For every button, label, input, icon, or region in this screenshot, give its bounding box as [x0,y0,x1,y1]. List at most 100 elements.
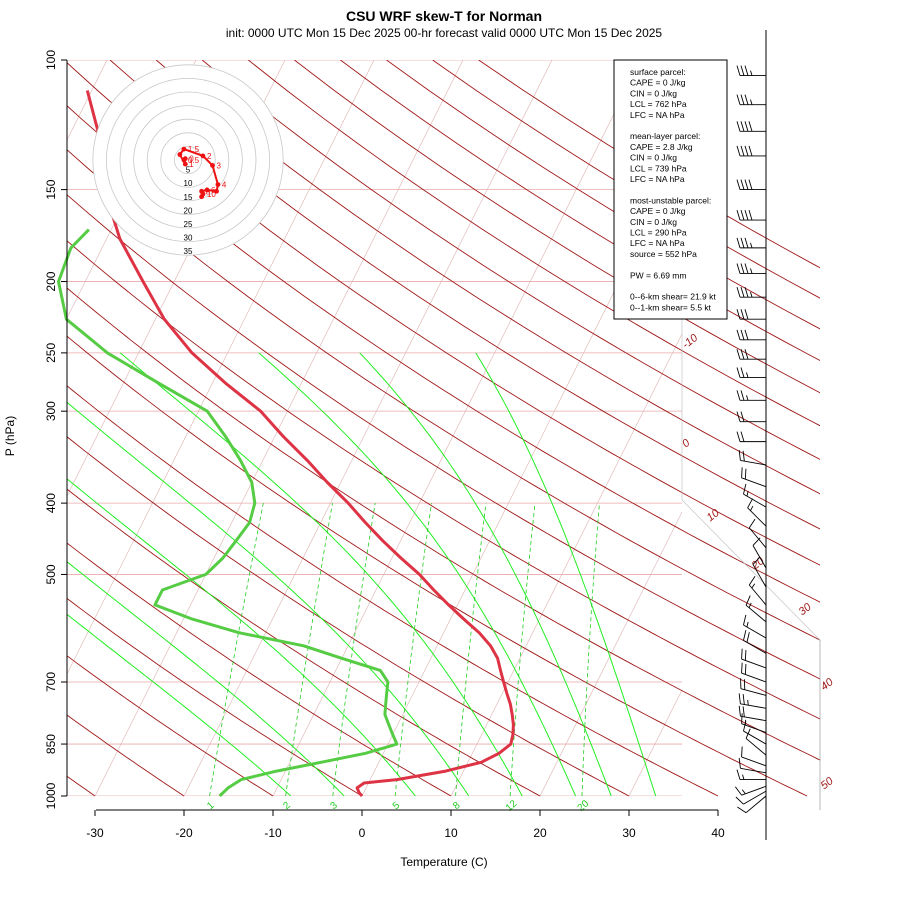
wind-barb [745,595,767,623]
wind-barb [741,746,767,767]
wind-barb [736,209,766,221]
dry-adiabat-line [109,60,820,530]
dry-adiabat-line [155,60,820,495]
hodograph-ring-label: 35 [184,247,193,256]
dry-adiabat-label: 20 [749,555,768,573]
hodograph-point [181,146,187,152]
dry-adiabat-line [67,385,719,797]
hodograph-height-label: 1 [189,160,194,169]
chart-subtitle: init: 0000 UTC Mon 15 Dec 2025 00-hr for… [226,26,663,40]
wind-barb [736,329,766,341]
dry-adiabat-line [67,194,820,680]
wind-barb [748,576,767,606]
y-tick-label: 850 [44,734,58,754]
hodograph-ring [133,105,243,215]
hodograph-point [200,153,206,159]
x-axis-label: Temperature (C) [400,855,487,869]
moist-adiabat-line [67,478,416,796]
mixing-ratio-label: 12 [504,798,520,814]
info-line: most-unstable parcel: [630,195,711,205]
wind-barb [743,483,767,508]
hodograph-ring-label: 20 [184,206,193,215]
info-box-frame [613,59,728,320]
wind-barb [736,431,766,443]
hodograph-height-label: 4 [222,180,227,189]
wind-barb [738,705,767,722]
hodograph-point [214,188,219,194]
hodograph-point [199,194,205,200]
x-tick-label: -20 [175,826,193,840]
y-tick-label: 500 [44,564,58,584]
temperature-profile-line [85,90,515,797]
hodograph-height-label: 6 [211,186,216,195]
wind-barb [734,785,767,796]
moist-adiabat-line [359,352,612,796]
wind-barb [741,662,767,683]
info-line: CAPE = 0 J/kg [630,78,686,88]
hodograph-point [181,157,187,163]
chart-title: CSU WRF skew-T for Norman [346,8,542,24]
wind-barb [741,648,767,669]
hodograph-ring-label: 5 [186,166,191,175]
moist-adiabat-line [67,561,345,796]
wind-barb [752,556,767,588]
hodograph-point [204,187,210,193]
hodograph-ring [106,78,270,242]
dry-adiabat-line [67,597,363,797]
wind-barbs [734,30,767,840]
wind-barb [736,179,766,191]
dry-adiabat-label: -10 [680,331,701,351]
wind-barb [747,498,767,527]
info-line: CAPE = 2.8 J/kg [630,142,693,152]
mixing-ratio-label: 8 [451,800,463,812]
wind-barb [736,65,766,77]
mixing-ratio-label: 5 [391,800,403,812]
hodograph-ring [146,118,230,202]
hodograph-height-label: 1.5 [188,145,200,154]
info-line: CIN = 0 J/kg [630,88,677,98]
mixing-ratio-lines: 1 2 3 5 8 12 20 [205,503,600,814]
dry-adiabat-line [67,436,630,797]
wind-barb [743,630,767,654]
y-axis-label: P (hPa) [3,416,17,456]
x-tick-label: -10 [264,826,282,840]
x-tick-label: 30 [622,826,636,840]
wind-barb [736,287,766,298]
wind-barb [740,678,767,696]
dry-adiabat-line [67,542,452,797]
hodograph-point [177,152,183,157]
wind-barb [736,121,766,132]
y-tick-label: 150 [44,179,58,199]
dry-adiabat-line [67,714,185,797]
dry-adiabat-line [340,60,820,362]
info-line: LCL = 739 hPa [630,163,687,173]
dry-adiabat-label: 30 [797,601,815,619]
wind-barb [736,349,766,360]
wind-barb [736,390,766,401]
wind-barb [738,757,767,774]
wind-barb [736,411,766,423]
plot-corner-edge [681,499,821,641]
wind-barb [736,769,766,781]
mixing-ratio-line [285,503,333,796]
wind-barb [735,790,767,805]
hodograph-height-label: 2 [207,152,212,161]
x-tick-label: 40 [711,826,725,840]
wind-barb [752,537,767,569]
y-tick-label: 200 [44,271,58,291]
hodograph-height-label: 10 [207,190,216,199]
mixing-ratio-label: 1 [205,800,217,812]
info-line: CAPE = 0 J/kg [630,206,686,216]
hodograph-ring-label: 10 [184,179,193,188]
moist-adiabat-line [258,352,577,796]
moist-adiabat-line [67,401,470,796]
dry-adiabat-line [67,62,820,566]
dry-adiabat-label: 10 [705,507,723,525]
wind-barb [736,263,766,274]
mixing-ratio-label: 2 [281,800,293,812]
dry-adiabat-line [67,105,820,603]
wind-barb [737,795,767,814]
